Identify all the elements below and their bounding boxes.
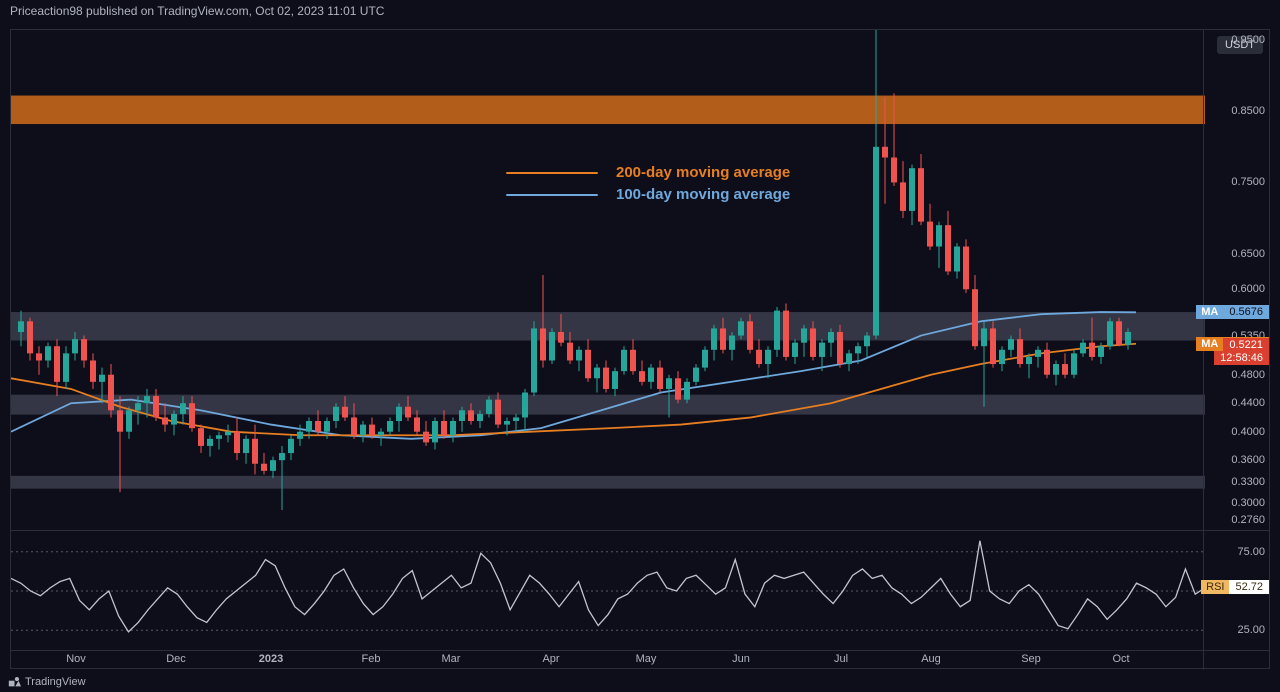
rsi-value-tag: RSI52.72: [1201, 580, 1269, 594]
price-tick: 0.6000: [1231, 283, 1265, 295]
price-y-axis[interactable]: USDT 0.95000.85000.75000.65000.60000.535…: [1203, 30, 1269, 530]
time-tick: Apr: [542, 653, 559, 665]
time-tick: 2023: [259, 653, 283, 665]
price-chart-svg: [11, 30, 1205, 530]
price-tick: 0.4800: [1231, 369, 1265, 381]
time-tick: Nov: [66, 653, 86, 665]
time-tick: May: [636, 653, 657, 665]
rsi-y-axis[interactable]: 75.00 25.00 RSI52.72: [1203, 530, 1269, 650]
time-tick: Aug: [921, 653, 941, 665]
time-tick: Oct: [1112, 653, 1129, 665]
price-tick: 0.3000: [1231, 497, 1265, 509]
legend-swatch: [506, 172, 598, 174]
price-tick: 0.3300: [1231, 476, 1265, 488]
price-tick: 0.2760: [1231, 514, 1265, 526]
ma-value-tag: MA0.5676: [1196, 305, 1269, 319]
legend-text: 100-day moving average: [616, 186, 790, 203]
time-x-axis[interactable]: Nov Dec 2023 Feb Mar Apr May Jun Jul Aug Sep Oct: [11, 650, 1205, 670]
rsi-pane[interactable]: [11, 530, 1205, 650]
rsi-tick: 25.00: [1237, 624, 1265, 636]
tradingview-logo-icon: [8, 675, 21, 688]
legend-swatch: [506, 194, 598, 196]
axis-corner: [1203, 650, 1269, 670]
price-tick: 0.7500: [1231, 176, 1265, 188]
time-tick: Jun: [732, 653, 750, 665]
price-tick: 0.3600: [1231, 454, 1265, 466]
publish-text: Priceaction98 published on TradingView.c…: [10, 4, 384, 18]
price-tick: 0.6500: [1231, 248, 1265, 260]
legend-item: 100-day moving average: [506, 186, 790, 203]
time-tick: Jul: [834, 653, 848, 665]
watermark-text: TradingView: [25, 676, 86, 688]
time-tick: Sep: [1021, 653, 1041, 665]
legend-item: 200-day moving average: [506, 164, 790, 181]
tradingview-watermark: TradingView: [8, 675, 86, 688]
chart-container: 200-day moving average 100-day moving ave…: [10, 29, 1270, 669]
publish-header: Priceaction98 published on TradingView.c…: [0, 0, 1280, 26]
price-tick: 0.8500: [1231, 105, 1265, 117]
countdown-tag: 12:58:46: [1214, 351, 1269, 365]
legend-text: 200-day moving average: [616, 164, 790, 181]
price-tick: 0.4400: [1231, 397, 1265, 409]
rsi-tick: 75.00: [1237, 546, 1265, 558]
price-tick: 0.4000: [1231, 426, 1265, 438]
price-pane[interactable]: 200-day moving average 100-day moving ave…: [11, 30, 1205, 530]
time-tick: Feb: [362, 653, 381, 665]
time-tick: Dec: [166, 653, 186, 665]
time-tick: Mar: [442, 653, 461, 665]
rsi-chart-svg: [11, 531, 1205, 651]
price-tick: 0.9500: [1231, 34, 1265, 46]
last-price-tag: 0.5221: [1223, 338, 1269, 352]
